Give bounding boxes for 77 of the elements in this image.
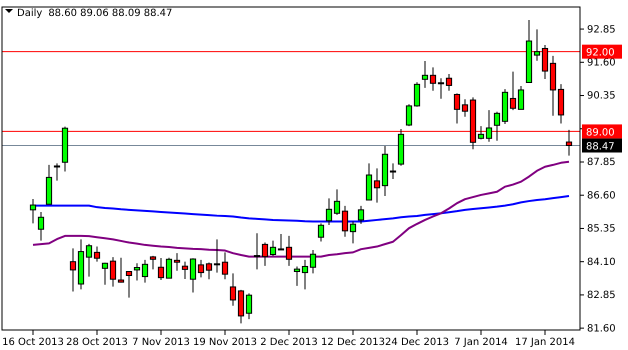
- candlestick: [446, 73, 452, 92]
- y-tick-label: 90.35: [587, 90, 616, 102]
- candlestick: [510, 71, 516, 111]
- y-tick-label: 87.85: [587, 157, 616, 168]
- y-tick-label: 82.85: [587, 290, 616, 302]
- candlestick: [454, 92, 460, 124]
- candlestick: [246, 292, 252, 320]
- chart-title: Daily: [17, 8, 42, 19]
- candlestick: [214, 238, 220, 274]
- ref-line-label: 88.47: [586, 142, 615, 153]
- candlestick: [374, 168, 380, 204]
- x-tick-label: 19 Nov 2013: [192, 337, 258, 348]
- x-tick-label: 28 Oct 2013: [66, 337, 128, 348]
- candlestick: [342, 205, 348, 238]
- candlestick: [126, 270, 132, 298]
- candlestick: [94, 246, 100, 262]
- candlestick: [158, 257, 164, 281]
- ref-line-label: 92.00: [586, 48, 615, 59]
- y-tick-label: 84.10: [587, 256, 616, 268]
- candlestick: [302, 259, 308, 290]
- candlestick: [262, 242, 268, 266]
- candlestick: [414, 82, 420, 108]
- candlestick: [334, 188, 340, 216]
- candlestick: [118, 257, 124, 284]
- y-tick-label: 81.60: [587, 323, 616, 334]
- candlestick: [350, 221, 356, 244]
- candlestick: [534, 28, 540, 62]
- candlestick: [150, 255, 156, 270]
- candlestick: [254, 232, 260, 270]
- x-tick-label: 7 Nov 2013: [132, 337, 190, 348]
- candlestick: [422, 60, 428, 88]
- candlestick: [54, 162, 60, 182]
- candlestick: [430, 66, 436, 92]
- candlestick: [230, 272, 236, 306]
- x-tick-label: 17 Jan 2014: [515, 337, 575, 348]
- candlestick: [222, 252, 228, 280]
- x-tick-label: 2 Dec 2013: [260, 337, 318, 348]
- x-tick-label: 12 Dec 2013: [321, 337, 385, 348]
- candlestick: [174, 252, 180, 272]
- candlestick: [438, 78, 444, 100]
- candlestick: [494, 111, 500, 142]
- candlestick: [182, 261, 188, 280]
- candlestick: [318, 222, 324, 242]
- candlestick: [486, 110, 492, 142]
- candlestick: [478, 126, 484, 140]
- candlestick: [86, 243, 92, 278]
- y-tick-label: 85.35: [587, 224, 616, 235]
- candlestick: [102, 262, 108, 286]
- candlestick: [166, 257, 172, 279]
- candlestick: [286, 235, 292, 266]
- candlestick: [110, 256, 116, 288]
- candlestick: [310, 249, 316, 274]
- chart-subtitle: 88.60 89.06 88.09 88.47: [48, 8, 172, 19]
- candlestick: [390, 162, 396, 180]
- candlestick: [70, 248, 76, 292]
- x-tick-label: 24 Dec 2013: [385, 337, 449, 348]
- y-tick-label: 92.85: [587, 24, 616, 36]
- candlestick: [134, 262, 140, 282]
- candlestick: [198, 259, 204, 278]
- candlestick: [142, 259, 148, 284]
- candlestick: [294, 266, 300, 286]
- candlestick: [270, 240, 276, 256]
- x-tick-label: 7 Jan 2014: [454, 337, 508, 348]
- candlestick: [358, 205, 364, 224]
- ref-line-label: 89.00: [586, 127, 615, 138]
- candlestick: [278, 234, 284, 250]
- y-tick-label: 91.60: [587, 57, 616, 68]
- candlestick: [38, 211, 44, 242]
- y-tick-label: 86.60: [587, 190, 616, 202]
- candlestick: [190, 258, 196, 294]
- candlestick: [462, 98, 468, 118]
- candlestick: [206, 262, 212, 280]
- candlestick: [30, 198, 36, 224]
- x-tick-label: 16 Oct 2013: [2, 337, 64, 348]
- candlestick: [518, 85, 524, 110]
- candlestick: [326, 198, 332, 226]
- candlestick: [406, 104, 412, 127]
